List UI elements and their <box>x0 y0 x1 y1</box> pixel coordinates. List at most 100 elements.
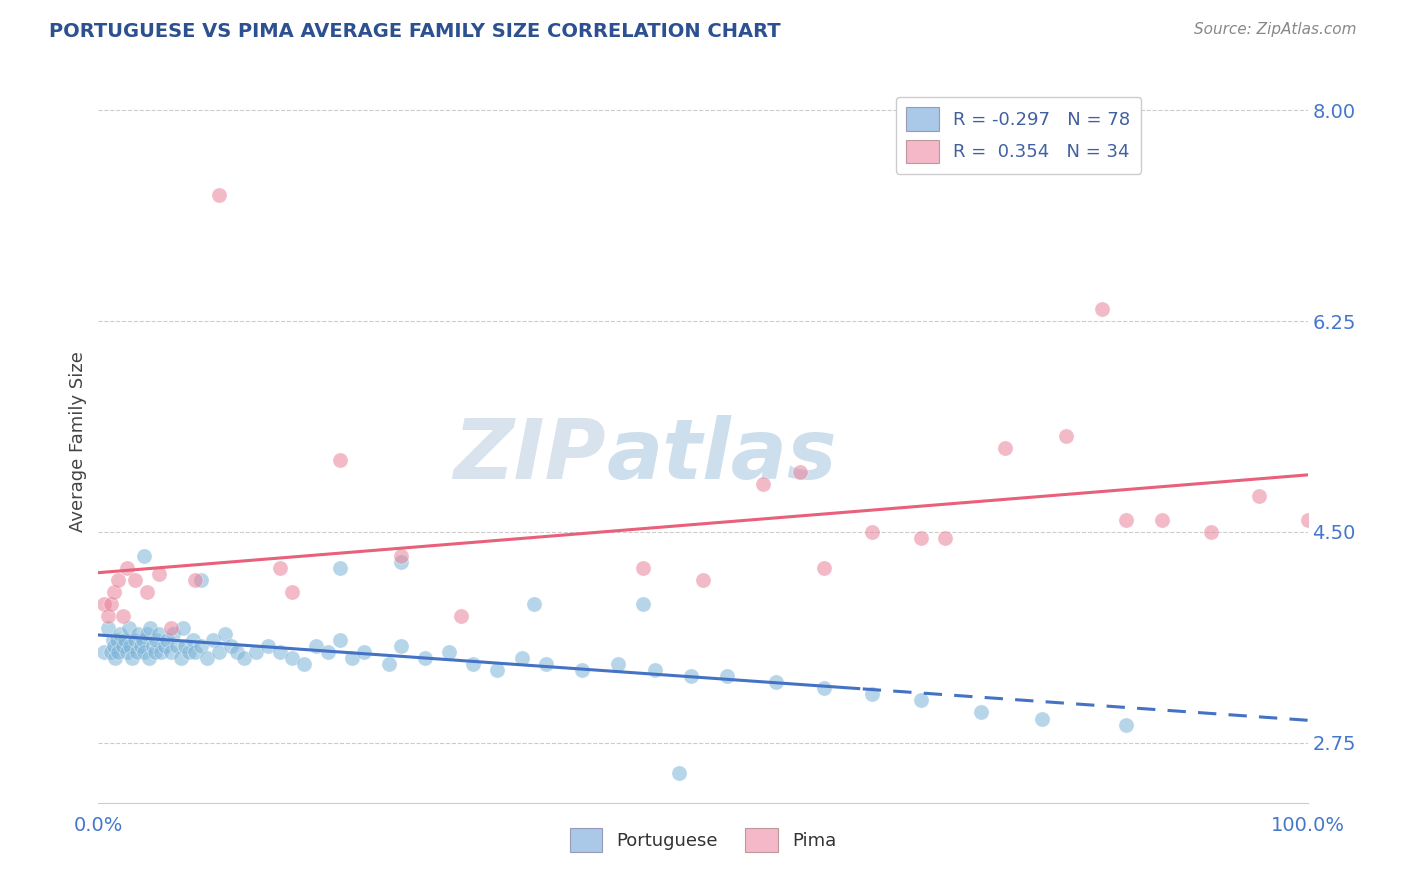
Point <box>813 681 835 696</box>
Point <box>631 597 654 611</box>
Point <box>389 639 412 653</box>
Point <box>134 645 156 659</box>
Point <box>1115 513 1137 527</box>
Point <box>124 573 146 587</box>
Point <box>121 651 143 665</box>
Point <box>181 633 204 648</box>
Point <box>160 645 183 659</box>
Point <box>232 651 254 665</box>
Point <box>107 573 129 587</box>
Point <box>860 524 883 539</box>
Point <box>153 639 176 653</box>
Point <box>117 645 139 659</box>
Point <box>389 555 412 569</box>
Point <box>100 645 122 659</box>
Point <box>716 669 738 683</box>
Point <box>108 627 131 641</box>
Point <box>208 645 231 659</box>
Point <box>329 452 352 467</box>
Point <box>752 476 775 491</box>
Point <box>450 609 472 624</box>
Point <box>413 651 436 665</box>
Point <box>463 657 485 672</box>
Point <box>111 639 134 653</box>
Point <box>789 465 811 479</box>
Point <box>124 633 146 648</box>
Point <box>329 633 352 648</box>
Text: atlas: atlas <box>606 416 837 497</box>
Point <box>910 693 932 707</box>
Point <box>1031 712 1053 726</box>
Point <box>179 645 201 659</box>
Point <box>571 664 593 678</box>
Point <box>103 639 125 653</box>
Point <box>160 621 183 635</box>
Point <box>184 645 207 659</box>
Point <box>342 651 364 665</box>
Point <box>132 633 155 648</box>
Point <box>631 561 654 575</box>
Text: ZIP: ZIP <box>454 416 606 497</box>
Point <box>145 633 167 648</box>
Point <box>377 657 399 672</box>
Point <box>93 645 115 659</box>
Point <box>910 531 932 545</box>
Point <box>114 633 136 648</box>
Point <box>1296 513 1319 527</box>
Point <box>389 549 412 563</box>
Legend: Portuguese, Pima: Portuguese, Pima <box>562 822 844 859</box>
Point <box>134 549 156 563</box>
Point <box>139 621 162 635</box>
Point <box>127 645 149 659</box>
Point <box>316 645 339 659</box>
Point <box>1249 489 1271 503</box>
Text: Source: ZipAtlas.com: Source: ZipAtlas.com <box>1194 22 1357 37</box>
Point <box>129 639 152 653</box>
Point <box>103 585 125 599</box>
Point <box>534 657 557 672</box>
Point <box>970 706 993 720</box>
Point <box>97 609 120 624</box>
Text: PORTUGUESE VS PIMA AVERAGE FAMILY SIZE CORRELATION CHART: PORTUGUESE VS PIMA AVERAGE FAMILY SIZE C… <box>49 22 780 41</box>
Point <box>486 664 509 678</box>
Point <box>765 675 787 690</box>
Point <box>117 561 139 575</box>
Point <box>195 651 218 665</box>
Point <box>135 585 157 599</box>
Point <box>692 573 714 587</box>
Point <box>127 627 149 641</box>
Point <box>329 561 352 575</box>
Point <box>269 645 291 659</box>
Point <box>148 567 170 582</box>
Point <box>100 597 122 611</box>
Point <box>1091 301 1114 317</box>
Point <box>679 669 702 683</box>
Point <box>644 664 666 678</box>
Point <box>305 639 328 653</box>
Point <box>150 645 173 659</box>
Point <box>148 627 170 641</box>
Point <box>97 621 120 635</box>
Point <box>118 639 141 653</box>
Point <box>510 651 533 665</box>
Point <box>668 765 690 780</box>
Point <box>256 639 278 653</box>
Point <box>142 639 165 653</box>
Point <box>174 639 197 653</box>
Point <box>1054 428 1077 442</box>
Point <box>101 633 124 648</box>
Point <box>208 187 231 202</box>
Point <box>226 645 249 659</box>
Point <box>111 609 134 624</box>
Point <box>202 633 225 648</box>
Point <box>281 585 304 599</box>
Point <box>281 651 304 665</box>
Point <box>221 639 243 653</box>
Point <box>1152 513 1174 527</box>
Point <box>1115 717 1137 731</box>
Point <box>169 651 191 665</box>
Point <box>166 639 188 653</box>
Point <box>353 645 375 659</box>
Point <box>138 651 160 665</box>
Point <box>214 627 236 641</box>
